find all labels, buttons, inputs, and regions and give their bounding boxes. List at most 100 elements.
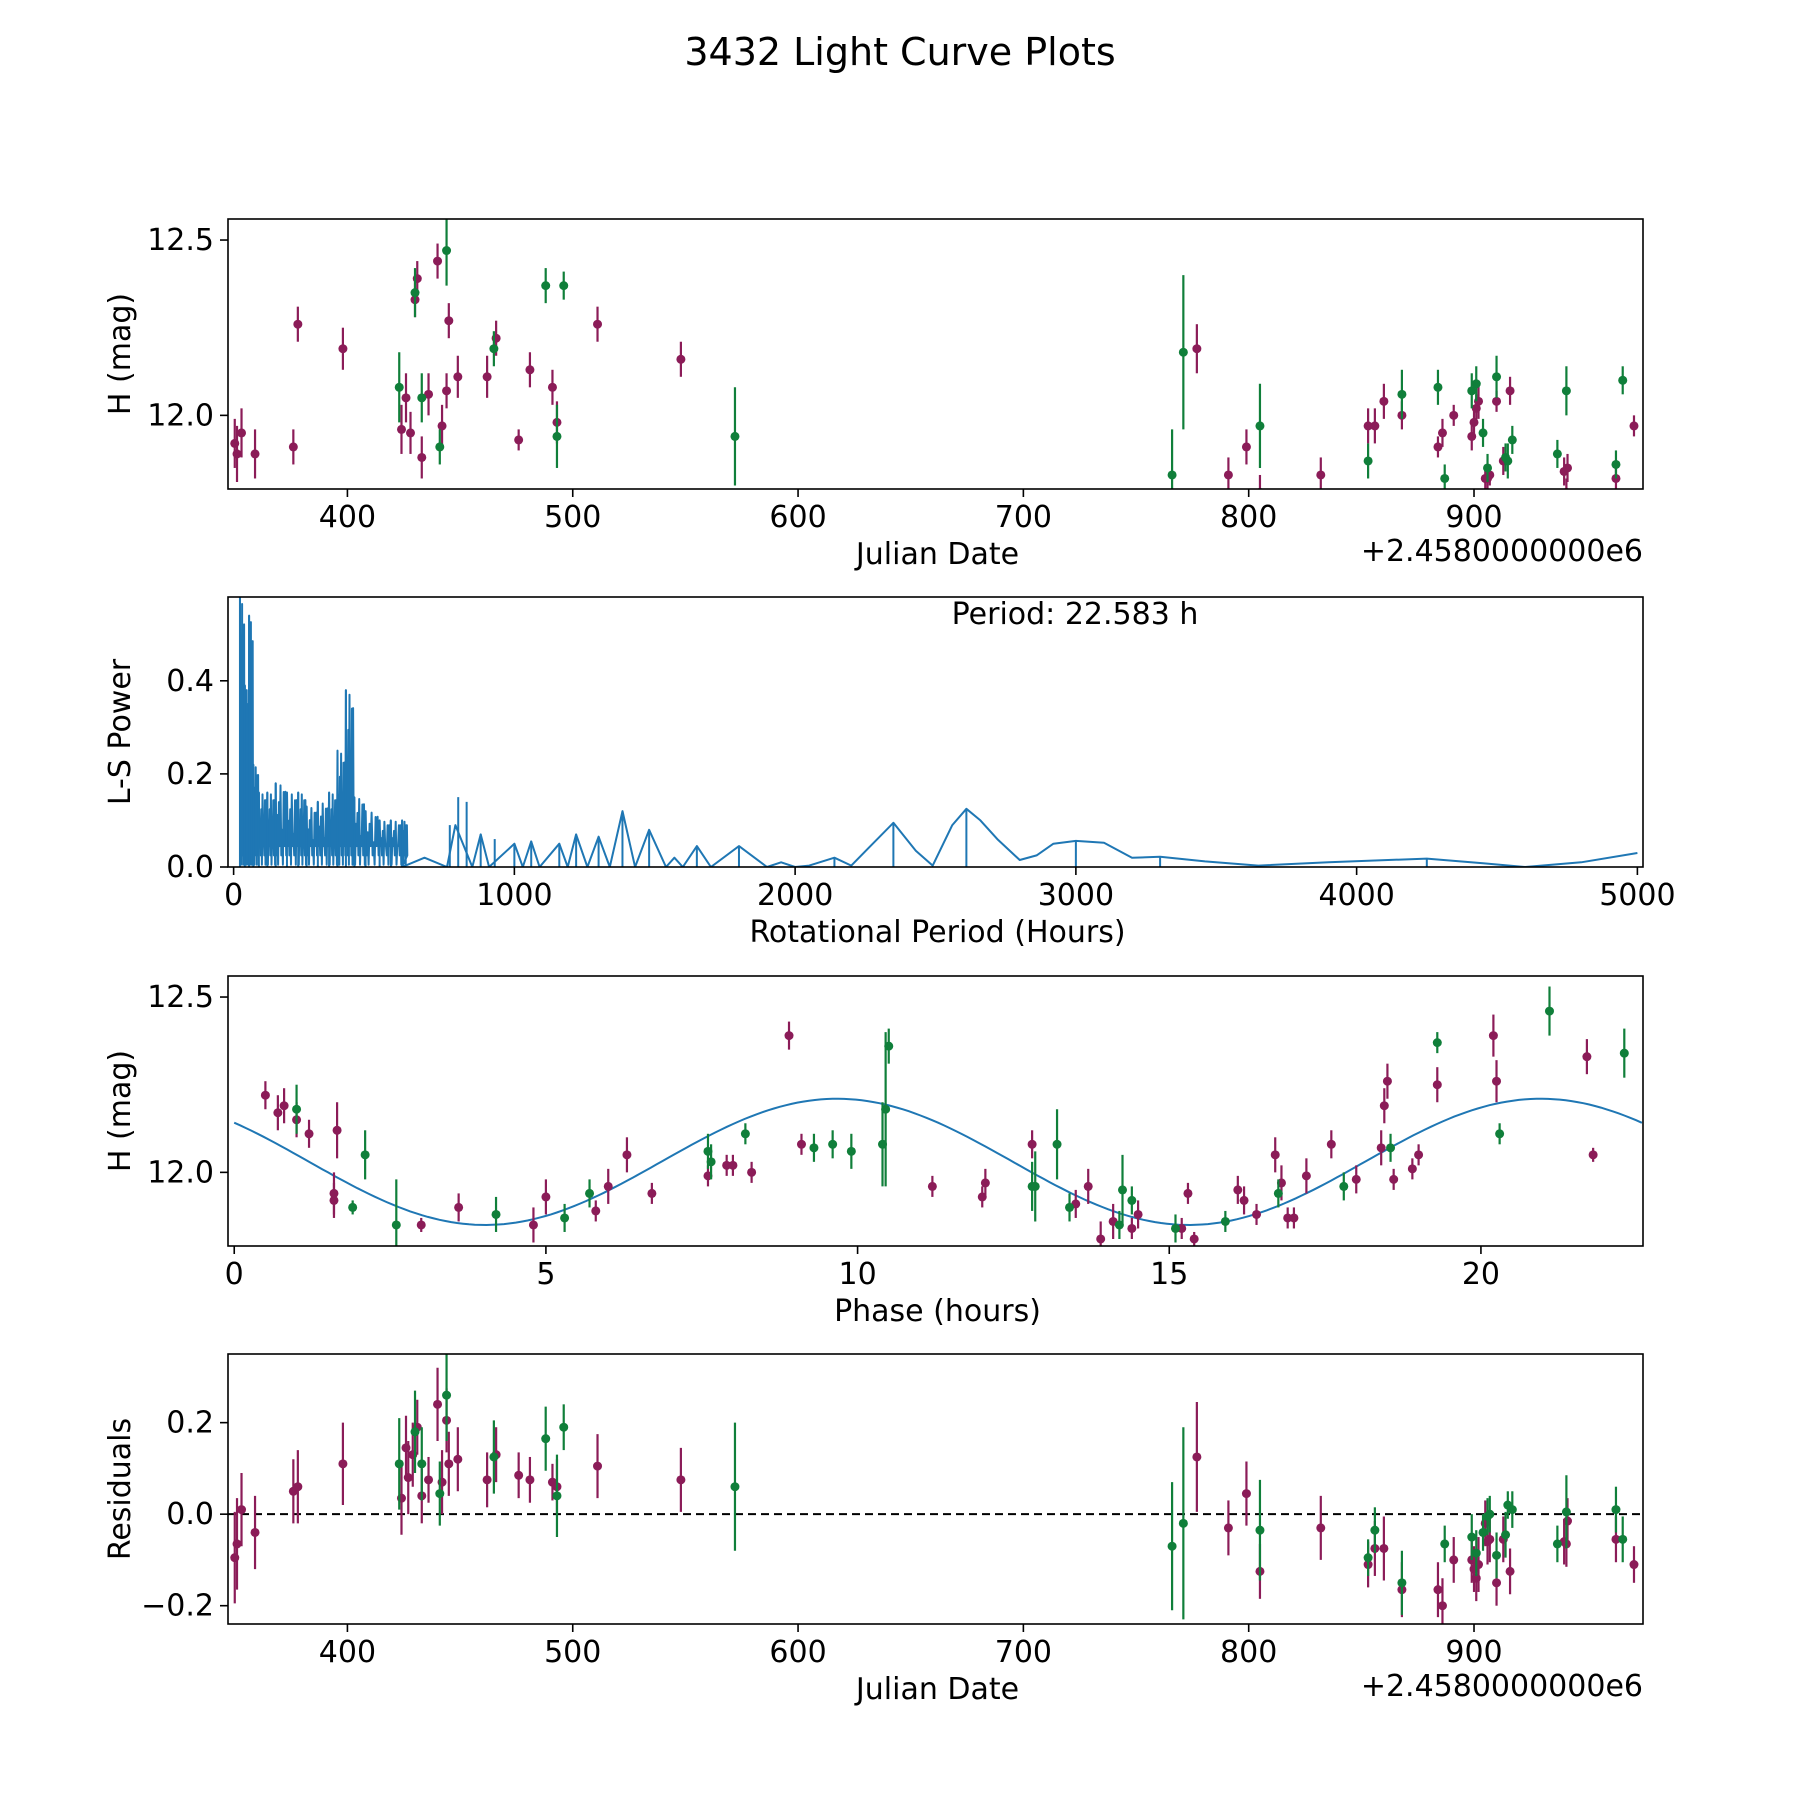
green-data-point (1432, 1038, 1442, 1048)
green-data-point (1492, 372, 1502, 382)
plot-area (230, 219, 1639, 489)
y-tick-label: 12.5 (147, 223, 214, 258)
purple-data-point (1488, 1031, 1498, 1041)
purple-data-point (1492, 396, 1502, 406)
purple-data-point (1505, 386, 1515, 396)
purple-data-point (1233, 1185, 1243, 1195)
green-data-point (1440, 1539, 1450, 1549)
x-tick-label: 700 (995, 500, 1052, 535)
purple-data-point (332, 1125, 342, 1135)
green-data-point (1561, 386, 1571, 396)
purple-data-point (273, 1108, 283, 1118)
x-axis-label: Rotational Period (Hours) (749, 915, 1125, 950)
purple-data-point (1376, 1143, 1386, 1153)
purple-data-point (482, 372, 492, 382)
purple-data-point (1177, 1223, 1187, 1233)
purple-data-point (1223, 470, 1233, 480)
purple-data-point (433, 256, 443, 266)
purple-data-point (1326, 1139, 1336, 1149)
green-data-point (491, 1209, 501, 1219)
x-tick-label: 700 (995, 1635, 1052, 1670)
y-tick-label: 0.4 (166, 664, 214, 699)
green-data-point (1467, 1532, 1477, 1542)
x-tick-label: 1000 (476, 878, 552, 913)
green-data-point (1618, 375, 1628, 385)
green-data-point (1433, 382, 1443, 392)
purple-data-point (279, 1101, 289, 1111)
y-axis-label: L-S Power (103, 658, 138, 805)
purple-data-point (444, 316, 454, 326)
green-data-point (828, 1139, 838, 1149)
green-data-point (1561, 1507, 1571, 1517)
figure-title: 3432 Light Curve Plots (684, 30, 1115, 74)
green-data-point (292, 1104, 302, 1114)
axes-frame (227, 975, 1644, 1247)
purple-data-point (416, 1220, 426, 1230)
purple-data-point (927, 1181, 937, 1191)
purple-data-point (728, 1160, 738, 1170)
purple-data-point (1437, 1601, 1447, 1611)
purple-data-point (1370, 421, 1380, 431)
purple-data-point (417, 452, 427, 462)
purple-data-point (1283, 1213, 1293, 1223)
purple-data-point (1437, 428, 1447, 438)
green-data-point (730, 431, 740, 441)
power-series-line (239, 597, 1638, 867)
purple-data-point (1223, 1523, 1233, 1533)
x-tick-label: 900 (1445, 500, 1502, 535)
x-tick-label: 500 (544, 500, 601, 535)
purple-data-point (250, 1527, 260, 1537)
green-data-point (410, 1427, 420, 1437)
green-data-point (1507, 435, 1517, 445)
green-data-point (881, 1104, 891, 1114)
purple-data-point (433, 1399, 443, 1409)
purple-data-point (1289, 1213, 1299, 1223)
purple-data-point (1027, 1139, 1037, 1149)
x-offset-text: +2.4580000000e6 (1361, 534, 1643, 569)
purple-data-point (1611, 1534, 1621, 1544)
green-data-point (1471, 379, 1481, 389)
purple-data-point (1432, 1080, 1442, 1090)
purple-data-point (1316, 470, 1326, 480)
purple-data-point (1192, 1452, 1202, 1462)
green-data-point (442, 246, 452, 256)
purple-data-point (1505, 1566, 1515, 1576)
purple-data-point (1485, 1534, 1495, 1544)
y-axis-label: H (mag) (103, 1050, 138, 1172)
green-data-point (541, 281, 551, 291)
green-data-point (1370, 1525, 1380, 1535)
x-tick-label: 10 (838, 1257, 876, 1292)
green-data-point (1544, 1006, 1554, 1016)
axes-frame (227, 596, 1644, 868)
x-tick-label: 400 (319, 500, 376, 535)
purple-data-point (237, 428, 247, 438)
purple-data-point (1563, 463, 1573, 473)
purple-data-point (482, 1475, 492, 1485)
green-data-point (489, 1452, 499, 1462)
purple-data-point (1096, 1234, 1106, 1244)
green-data-point (1255, 421, 1265, 431)
purple-data-point (980, 1178, 990, 1188)
purple-data-point (437, 421, 447, 431)
purple-data-point (796, 1139, 806, 1149)
purple-data-point (1414, 1150, 1424, 1160)
green-data-point (1485, 1509, 1495, 1519)
purple-data-point (1629, 1560, 1639, 1570)
purple-data-point (1363, 421, 1373, 431)
purple-data-point (329, 1188, 339, 1198)
purple-data-point (1183, 1188, 1193, 1198)
green-data-point (846, 1146, 856, 1156)
green-data-point (809, 1143, 819, 1153)
green-data-point (1397, 389, 1407, 399)
green-data-point (1339, 1181, 1349, 1191)
plot-area (228, 1354, 1643, 1624)
purple-data-point (406, 428, 416, 438)
purple-data-point (1492, 1076, 1502, 1086)
green-data-point (1220, 1216, 1230, 1226)
green-data-point (410, 288, 420, 298)
purple-data-point (525, 365, 535, 375)
green-data-point (1030, 1181, 1040, 1191)
green-data-point (1478, 428, 1488, 438)
green-data-point (1273, 1188, 1283, 1198)
purple-data-point (453, 372, 463, 382)
